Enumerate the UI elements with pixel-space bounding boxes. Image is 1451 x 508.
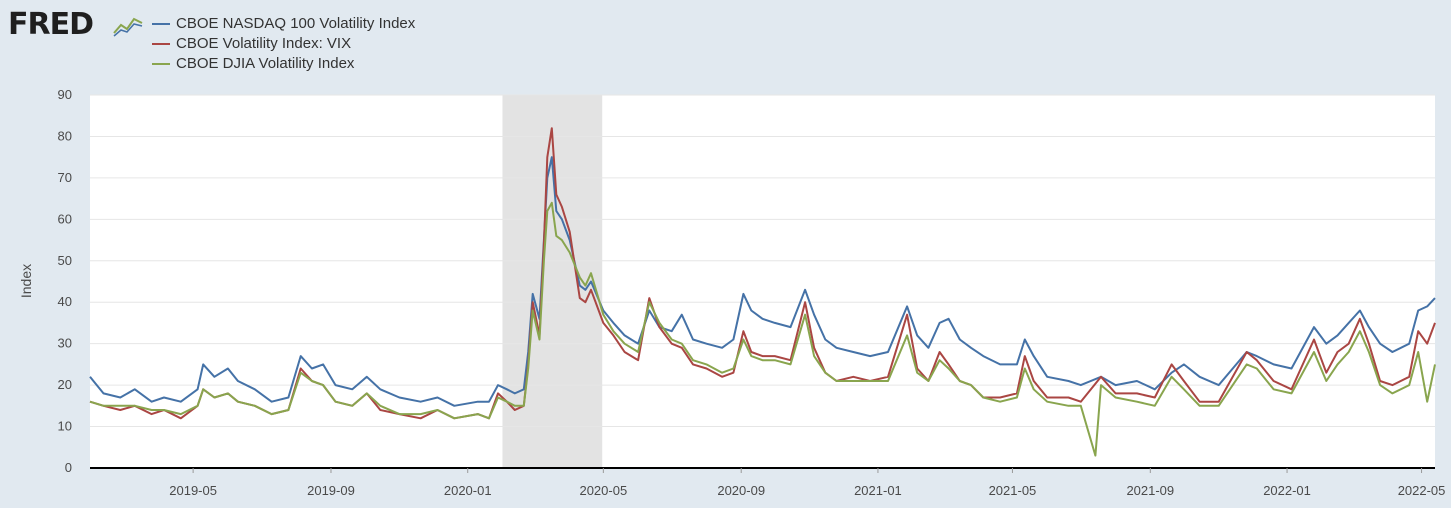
y-tick-label: 20 bbox=[58, 377, 72, 392]
y-tick-label: 70 bbox=[58, 170, 72, 185]
y-tick-label: 0 bbox=[65, 460, 72, 475]
legend-swatch bbox=[152, 63, 170, 65]
series-layer bbox=[89, 127, 1436, 457]
fred-logo-text: FRED bbox=[8, 7, 94, 42]
x-tick-labels: 2019-05 2019-09 2020-01 2020-05 2020-09 2021-… bbox=[169, 468, 1445, 498]
series-line-0[interactable] bbox=[89, 156, 1436, 407]
y-tick-labels: 0 10 20 30 40 50 60 70 80 90 bbox=[58, 87, 72, 475]
x-tick-label: 2020-01 bbox=[444, 483, 492, 498]
y-tick-label: 90 bbox=[58, 87, 72, 102]
y-tick-label: 80 bbox=[58, 128, 72, 143]
chart-header: FRED CBOE NASDAQ 100 Volatility Index CB… bbox=[0, 0, 1451, 90]
fred-logo[interactable]: FRED bbox=[8, 8, 148, 42]
y-tick-label: 30 bbox=[58, 336, 72, 351]
plot-background bbox=[90, 95, 1435, 468]
x-tick-label: 2022-01 bbox=[1263, 483, 1311, 498]
x-tick-label: 2022-05 bbox=[1398, 483, 1446, 498]
legend-label: CBOE NASDAQ 100 Volatility Index bbox=[176, 15, 416, 32]
y-tick-label: 10 bbox=[58, 419, 72, 434]
x-tick-label: 2019-09 bbox=[307, 483, 355, 498]
series-line-2[interactable] bbox=[89, 201, 1436, 457]
x-tick-label: 2020-09 bbox=[717, 483, 765, 498]
legend-swatch bbox=[152, 23, 170, 25]
legend-swatch bbox=[152, 43, 170, 45]
y-tick-label: 40 bbox=[58, 294, 72, 309]
fred-logo-graph-icon bbox=[112, 11, 144, 39]
y-tick-label: 60 bbox=[58, 211, 72, 226]
y-tick-label: 50 bbox=[58, 253, 72, 268]
x-tick-label: 2021-05 bbox=[989, 483, 1037, 498]
legend-label: CBOE Volatility Index: VIX bbox=[176, 35, 352, 52]
x-tick-label: 2019-05 bbox=[169, 483, 217, 498]
x-tick-label: 2020-05 bbox=[579, 483, 627, 498]
legend-label: CBOE DJIA Volatility Index bbox=[176, 55, 355, 72]
x-tick-label: 2021-01 bbox=[854, 483, 902, 498]
grid-layer bbox=[90, 94, 1435, 428]
y-axis-title: Index bbox=[18, 264, 34, 298]
x-tick-label: 2021-09 bbox=[1126, 483, 1174, 498]
